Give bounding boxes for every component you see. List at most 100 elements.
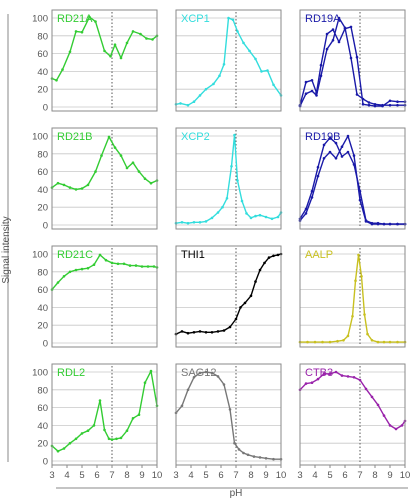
y-tick-label: 40 [37, 185, 48, 196]
data-point [110, 261, 114, 265]
data-point [331, 39, 335, 42]
data-point [216, 375, 220, 378]
data-point [210, 331, 214, 334]
data-point [346, 375, 350, 378]
data-point [80, 30, 84, 34]
data-point [388, 424, 392, 427]
y-tick-label: 20 [37, 203, 48, 214]
data-point [336, 339, 339, 343]
data-point [86, 429, 90, 433]
data-point [334, 370, 338, 374]
data-point [276, 215, 280, 219]
data-point [198, 221, 202, 224]
data-point [103, 428, 106, 432]
data-point [143, 177, 147, 180]
data-point [361, 103, 365, 106]
x-tick-label: 8 [372, 470, 377, 481]
panel-frame [51, 9, 158, 112]
panel-frame [299, 127, 406, 230]
data-point [210, 371, 214, 375]
data-point [319, 74, 323, 78]
x-tick-label: 7 [233, 470, 238, 481]
panel-sag12: SAG12 3 4 5 6 7 8 9 10 [173, 363, 287, 481]
data-point [116, 262, 120, 266]
x-tick-label: 5 [79, 470, 84, 481]
data-point [310, 189, 314, 193]
data-point [192, 221, 196, 224]
data-point [180, 330, 184, 333]
panel-title: RD21C [57, 249, 93, 261]
panel-rdl2: RDL2 0 20 40 60 80 100 3 4 5 6 7 8 9 10 [32, 363, 162, 481]
data-point [252, 455, 256, 458]
data-point [125, 41, 129, 45]
data-point [212, 82, 215, 86]
data-point [119, 436, 123, 440]
data-point [137, 413, 141, 417]
data-point [396, 222, 399, 226]
panel-frame [299, 363, 406, 466]
panel-title: THI1 [181, 249, 205, 261]
data-point [62, 447, 66, 450]
data-point [74, 268, 78, 272]
data-point [107, 135, 111, 139]
data-point [370, 395, 374, 399]
y-tick-label: 80 [37, 267, 48, 278]
data-point [355, 55, 359, 59]
data-point [74, 188, 78, 191]
y-tick-label: 60 [37, 285, 48, 296]
data-point [400, 424, 404, 427]
data-point [334, 141, 338, 145]
data-point [319, 63, 323, 67]
data-point [272, 457, 275, 461]
data-point [328, 340, 332, 344]
data-point [346, 334, 350, 338]
data-point [388, 340, 392, 344]
data-point [186, 388, 190, 392]
panel-ctb3: CTB3 3 4 5 6 7 8 9 10 [297, 363, 410, 481]
y-tick-label: 60 [37, 403, 48, 414]
panel-title: XCP2 [181, 131, 210, 143]
data-point [228, 408, 232, 411]
data-point [103, 49, 106, 53]
series-line-1 [175, 134, 282, 224]
panel-rd19b: RD19B [298, 127, 407, 230]
x-tick-label: 7 [357, 470, 362, 481]
data-point [361, 97, 365, 101]
data-point [242, 451, 245, 455]
data-point [310, 79, 314, 82]
data-point [236, 30, 239, 33]
data-point [355, 93, 359, 96]
data-point [340, 155, 344, 158]
data-point [254, 57, 257, 61]
data-point [340, 145, 344, 148]
data-point [228, 325, 232, 329]
data-point [254, 214, 257, 218]
data-point [227, 16, 230, 20]
data-point [216, 211, 220, 214]
data-point [272, 254, 275, 258]
data-point [381, 103, 384, 107]
data-point [131, 30, 135, 33]
y-tick-label: 60 [37, 167, 48, 178]
data-point [322, 372, 326, 376]
data-point [349, 25, 353, 29]
data-point [146, 265, 150, 268]
data-point [260, 70, 263, 73]
y-tick-label: 0 [43, 221, 48, 232]
panel-title: RD19B [305, 131, 340, 143]
series-line-1 [300, 254, 405, 343]
data-point [86, 183, 90, 187]
data-point [370, 222, 374, 226]
panel-title: AALP [305, 249, 333, 261]
data-point [192, 376, 196, 379]
series-line-1 [175, 17, 282, 106]
panel-title: RD21B [57, 131, 92, 143]
x-tick-label: 3 [49, 470, 54, 481]
data-point [237, 448, 241, 451]
x-tick-label: 7 [109, 470, 114, 481]
x-tick-label: 10 [276, 470, 287, 481]
data-point [243, 301, 247, 305]
data-point [376, 403, 380, 407]
data-point [340, 374, 344, 377]
